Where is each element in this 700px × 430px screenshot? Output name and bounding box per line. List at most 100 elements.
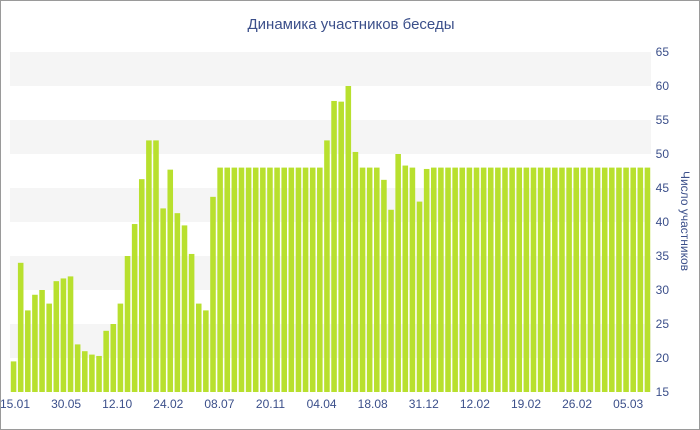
grid-band bbox=[10, 324, 651, 358]
bar bbox=[623, 167, 629, 392]
bar bbox=[388, 209, 394, 392]
bar bbox=[537, 167, 544, 392]
bar bbox=[203, 310, 209, 392]
grid-band bbox=[10, 290, 651, 324]
bar bbox=[466, 167, 473, 392]
bar bbox=[352, 151, 359, 392]
bar bbox=[103, 330, 109, 392]
bar bbox=[302, 167, 309, 392]
x-tick-label: 08.07 bbox=[204, 397, 234, 411]
chart-title: Динамика участников беседы bbox=[248, 16, 455, 33]
bar bbox=[281, 167, 287, 392]
bar bbox=[295, 167, 302, 392]
bar bbox=[245, 167, 252, 392]
y-tick-label: 20 bbox=[656, 351, 670, 365]
y-tick-label: 25 bbox=[656, 317, 670, 331]
bar bbox=[395, 154, 401, 392]
bar bbox=[188, 253, 195, 392]
bar bbox=[82, 351, 88, 392]
bar bbox=[110, 324, 117, 392]
bar bbox=[309, 167, 316, 392]
bar bbox=[423, 168, 430, 392]
x-tick-label: 20.11 bbox=[256, 397, 285, 411]
x-tick-label: 19.02 bbox=[511, 397, 541, 411]
bar bbox=[231, 167, 238, 392]
bar bbox=[67, 276, 74, 392]
x-tick-label: 24.02 bbox=[153, 397, 183, 411]
x-tick-label: 04.04 bbox=[307, 397, 337, 411]
grid-band bbox=[10, 358, 651, 392]
grid-band bbox=[10, 120, 651, 154]
bar bbox=[366, 167, 373, 392]
bar bbox=[495, 167, 501, 392]
bar bbox=[124, 256, 131, 392]
bar bbox=[445, 167, 451, 392]
bar bbox=[138, 179, 145, 392]
y-tick-label: 15 bbox=[656, 385, 670, 399]
bar bbox=[74, 344, 81, 392]
bar bbox=[544, 167, 551, 392]
x-tick-label: 31.12 bbox=[409, 397, 439, 411]
bar bbox=[238, 167, 245, 392]
bar bbox=[509, 167, 515, 392]
bar bbox=[10, 361, 17, 392]
grid-band bbox=[10, 188, 651, 222]
x-tick-label: 18.08 bbox=[358, 397, 388, 411]
bar bbox=[402, 165, 409, 392]
bar bbox=[267, 167, 273, 392]
y-tick-label: 45 bbox=[656, 181, 670, 195]
bar bbox=[195, 303, 202, 392]
bar bbox=[224, 167, 231, 392]
bar bbox=[359, 167, 366, 392]
bar bbox=[644, 167, 651, 392]
bar bbox=[39, 290, 45, 392]
x-tick-label: 12.10 bbox=[102, 397, 132, 411]
bar bbox=[131, 224, 138, 392]
bar bbox=[459, 167, 466, 392]
x-tick-label: 26.02 bbox=[562, 397, 592, 411]
bar bbox=[438, 167, 444, 392]
bar bbox=[167, 169, 174, 392]
bar bbox=[345, 86, 352, 392]
bar bbox=[210, 196, 216, 392]
bar bbox=[252, 167, 259, 392]
bar bbox=[338, 101, 344, 392]
bar bbox=[324, 140, 330, 392]
bar bbox=[480, 167, 487, 392]
x-axis-ticks: 15.01 30.05 12.10 24.02 08.07 20.11 04.04 18.08… bbox=[1, 397, 644, 411]
bar bbox=[616, 167, 622, 392]
y-tick-label: 40 bbox=[656, 215, 670, 229]
bar bbox=[146, 140, 152, 392]
grid-band bbox=[10, 256, 651, 290]
bar bbox=[260, 167, 266, 392]
bar bbox=[559, 167, 565, 392]
y-axis-label: Число участников bbox=[678, 171, 692, 271]
grid-band bbox=[10, 52, 651, 86]
x-tick-label: 30.05 bbox=[51, 397, 81, 411]
x-tick-label: 15.01 bbox=[1, 397, 30, 411]
bar bbox=[317, 167, 323, 392]
bar bbox=[430, 167, 437, 392]
bar bbox=[374, 167, 380, 392]
bar bbox=[630, 167, 636, 392]
bar bbox=[573, 167, 579, 392]
bar bbox=[637, 167, 644, 392]
grid-band bbox=[10, 86, 651, 120]
grid-band bbox=[10, 222, 651, 256]
y-tick-label: 50 bbox=[656, 147, 670, 161]
bar bbox=[117, 303, 124, 392]
y-tick-label: 60 bbox=[656, 79, 670, 93]
bar bbox=[594, 167, 601, 392]
bar bbox=[566, 167, 572, 392]
bar bbox=[181, 225, 188, 392]
bar bbox=[381, 179, 387, 392]
bar bbox=[552, 167, 558, 392]
bar bbox=[452, 167, 458, 392]
y-tick-label: 35 bbox=[656, 249, 670, 263]
bar bbox=[530, 167, 537, 392]
bar bbox=[487, 167, 494, 392]
bar bbox=[46, 303, 52, 392]
bar bbox=[217, 167, 223, 392]
bars bbox=[10, 86, 651, 393]
